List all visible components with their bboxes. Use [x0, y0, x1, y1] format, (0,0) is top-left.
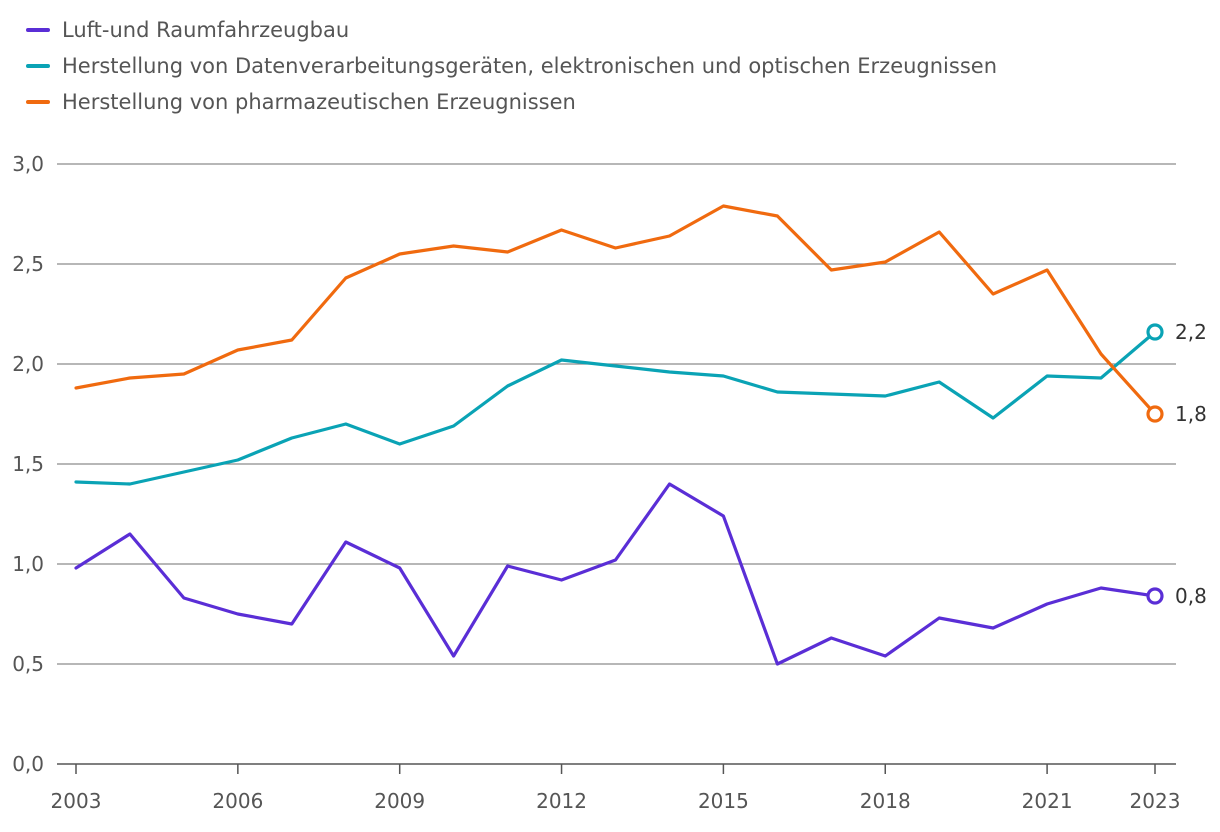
legend-swatch-luft-raumfahrzeugbau	[26, 28, 50, 32]
y-tick-label: 3,0	[12, 152, 44, 176]
legend-swatch-datenverarbeitungsgeraete	[26, 64, 50, 68]
axes: 0,0 0,5 1,0 1,5 2,0 2,5 3,0 2003 2006 2009 2012 201…	[12, 152, 1180, 813]
series-end-marker-2	[1146, 405, 1164, 423]
y-tick-label: 1,0	[12, 552, 44, 576]
x-tick-label: 2009	[374, 789, 425, 813]
legend-item-datenverarbeitungsgeraete: Herstellung von Datenverarbeitungsgeräte…	[20, 48, 997, 84]
series-line-0	[74, 482, 1157, 666]
y-tick-label: 0,0	[12, 752, 44, 776]
legend-item-pharmazeutische-erzeugnisse: Herstellung von pharmazeutischen Erzeugn…	[20, 84, 997, 120]
series-end-label-1: 2,2	[1175, 320, 1207, 344]
y-tick-label: 1,5	[12, 452, 44, 476]
x-tick-label: 2006	[212, 789, 263, 813]
legend-label-pharmazeutische-erzeugnisse: Herstellung von pharmazeutischen Erzeugn…	[62, 90, 576, 114]
x-tick-label: 2023	[1130, 789, 1181, 813]
x-tick-label: 2021	[1022, 789, 1073, 813]
y-tick-label: 2,5	[12, 252, 44, 276]
series-line-1	[74, 330, 1157, 486]
series-end-label-0: 0,8	[1175, 584, 1207, 608]
series-end-marker-1	[1146, 323, 1164, 341]
legend-item-luft-raumfahrzeugbau: Luft-und Raumfahrzeugbau	[20, 12, 997, 48]
grid-lines	[57, 163, 1176, 665]
x-tick-label: 2018	[860, 789, 911, 813]
series-line-2	[74, 204, 1157, 416]
legend-label-luft-raumfahrzeugbau: Luft-und Raumfahrzeugbau	[62, 18, 350, 42]
series-end-marker-0	[1146, 587, 1164, 605]
x-tick-label: 2003	[51, 789, 102, 813]
legend-label-datenverarbeitungsgeraete: Herstellung von Datenverarbeitungsgeräte…	[62, 54, 998, 78]
x-tick-label: 2012	[536, 789, 587, 813]
y-tick-label: 2,0	[12, 352, 44, 376]
series-end-label-2: 1,8	[1175, 402, 1207, 426]
series-lines	[74, 204, 1164, 666]
legend-swatch-pharmazeutische-erzeugnisse	[26, 100, 50, 104]
end-labels: 0,8 2,2 1,8	[1175, 320, 1207, 608]
y-tick-label: 0,5	[12, 652, 44, 676]
legend: Luft-und Raumfahrzeugbau Herstellung von…	[20, 12, 997, 120]
x-tick-label: 2015	[698, 789, 749, 813]
